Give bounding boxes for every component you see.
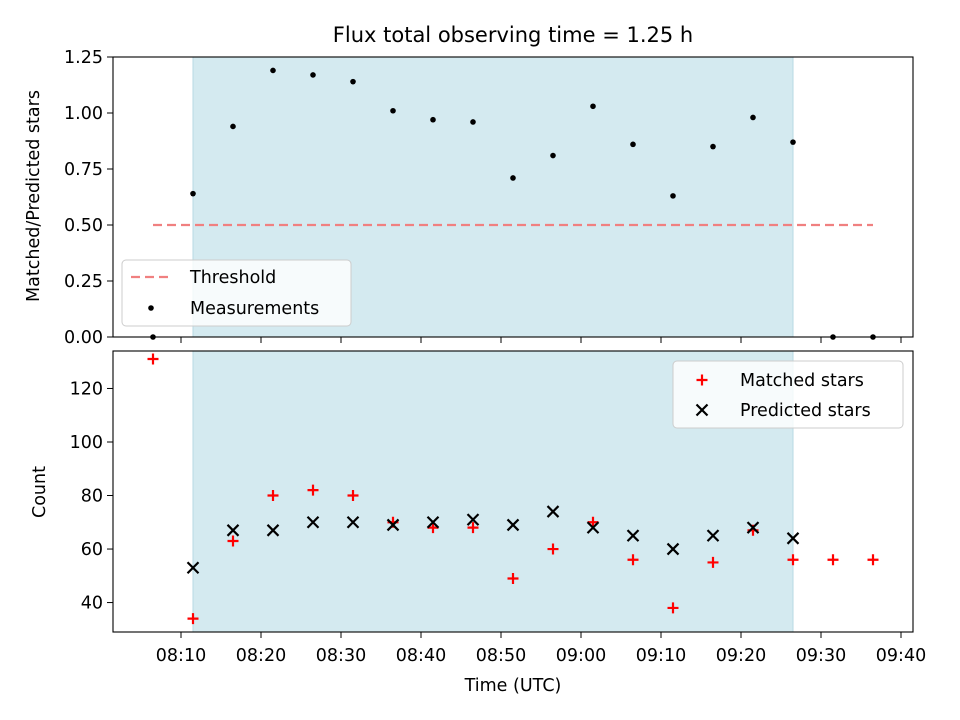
predicted-star-point	[706, 529, 720, 542]
top-y-tick-label: 0.25	[64, 272, 103, 292]
x-tick-label: 09:40	[876, 646, 926, 666]
measurement-point	[550, 152, 556, 159]
bottom-y-tick-label: 40	[81, 594, 103, 614]
measurement-point	[590, 103, 596, 110]
measurement-point	[230, 123, 236, 130]
predicted-star-point	[346, 515, 360, 529]
x-tick-label: 09:10	[636, 646, 686, 666]
x-tick-label: 09:00	[556, 646, 606, 666]
predicted-star-point	[626, 529, 640, 542]
predicted-star-point	[586, 521, 600, 534]
measurement-point	[390, 107, 396, 114]
predicted-star-point	[506, 518, 520, 532]
matched-star-point	[147, 353, 159, 365]
legend-predicted-swatch	[695, 403, 709, 417]
matched-star-point	[667, 602, 679, 614]
bottom-plot-area: 40 60 80 100 120 08:10 08:20 08:30 08:40 08:50 09:…	[70, 350, 926, 666]
top-legend: Threshold Measurements	[121, 259, 352, 327]
legend-threshold-label: Threshold	[189, 268, 276, 288]
legend-measurements-swatch	[148, 305, 154, 311]
matched-star-point	[587, 516, 599, 528]
predicted-star-point	[466, 513, 480, 526]
matched-star-point	[507, 572, 519, 584]
matched-star-point	[427, 522, 439, 534]
legend-matched-swatch	[696, 374, 708, 386]
predicted-star-point	[666, 542, 680, 556]
predicted-star-point	[786, 532, 800, 545]
legend-predicted-label: Predicted stars	[740, 401, 871, 421]
legend-measurements-label: Measurements	[190, 299, 319, 319]
matched-star-point	[787, 554, 799, 566]
predicted-star-point	[186, 561, 200, 575]
matched-star-point	[627, 554, 639, 566]
x-tick-label: 08:50	[476, 646, 526, 666]
measurement-point	[710, 143, 716, 150]
bottom-y-axis-label: Count	[30, 466, 50, 518]
measurement-point	[670, 193, 676, 199]
top-y-tick-label: 0.75	[64, 160, 103, 180]
measurement-point	[190, 190, 196, 197]
measurement-point	[470, 119, 476, 125]
bottom-legend: Matched stars Predicted stars	[672, 360, 904, 429]
x-tick-label: 08:20	[236, 646, 286, 666]
top-y-tick-label: 0.00	[64, 328, 103, 348]
predicted-star-point	[546, 505, 560, 518]
top-y-axis-label: Matched/Predicted stars	[24, 90, 44, 302]
bottom-y-tick-label: 120	[70, 379, 103, 399]
predicted-star-point	[426, 515, 440, 529]
measurement-point	[430, 116, 436, 123]
predicted-star-point	[746, 521, 760, 534]
measurement-point	[750, 114, 756, 121]
bottom-y-tick-label: 80	[81, 487, 103, 507]
bottom-legend-box	[672, 360, 904, 429]
bottom-y-tick-label: 100	[70, 433, 103, 453]
measurement-point	[630, 141, 636, 148]
measurement-point	[350, 78, 356, 85]
x-axis-label: Time (UTC)	[464, 676, 562, 696]
top-legend-box	[121, 259, 352, 327]
predicted-star-point	[226, 524, 240, 537]
measurement-point	[310, 72, 316, 78]
matched-star-point	[867, 554, 879, 566]
measurement-point	[270, 67, 276, 74]
matched-star-point	[267, 490, 279, 502]
matched-star-point	[707, 556, 719, 568]
measurement-point	[510, 175, 516, 181]
top-y-tick-label: 1.25	[64, 48, 103, 68]
bottom-plot-frame	[112, 350, 914, 633]
predicted-star-point	[306, 515, 320, 529]
matched-star-point	[467, 522, 479, 534]
top-y-tick-label: 1.00	[64, 104, 103, 124]
x-tick-label: 09:30	[796, 646, 846, 666]
matched-star-point	[547, 543, 559, 555]
chart-title: Flux total observing time = 1.25 h	[333, 23, 693, 47]
measurement-point	[790, 139, 796, 145]
top-plot-area: 0.00 0.25 0.50 0.75 1.00 1.25 Threshold Measure…	[64, 48, 914, 348]
predicted-star-point	[386, 518, 400, 532]
matched-star-point	[187, 613, 199, 625]
matched-star-point	[827, 554, 839, 566]
x-tick-label: 08:30	[316, 646, 366, 666]
matched-star-point	[227, 535, 239, 547]
matched-star-point	[307, 484, 319, 496]
top-plot-frame	[112, 56, 914, 338]
x-tick-label: 08:40	[396, 646, 446, 666]
matched-star-point	[347, 490, 359, 502]
x-tick-label: 09:20	[716, 646, 766, 666]
top-y-tick-label: 0.50	[64, 216, 103, 236]
x-tick-label: 08:10	[156, 646, 206, 666]
bottom-y-tick-label: 60	[81, 540, 103, 560]
predicted-star-point	[266, 524, 280, 537]
legend-matched-label: Matched stars	[740, 371, 864, 391]
